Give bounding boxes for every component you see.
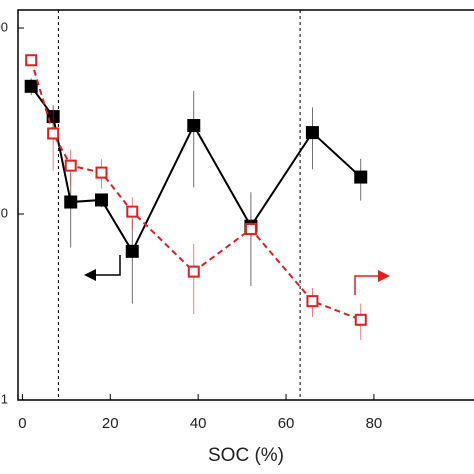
x-axis-label: SOC (%) <box>208 445 284 466</box>
marker <box>47 127 60 140</box>
left-arrow <box>92 255 121 276</box>
marker <box>354 313 367 326</box>
marker <box>305 126 319 140</box>
x-tick-label: 60 <box>278 415 295 432</box>
right-arrow-head <box>378 270 390 282</box>
marker <box>64 195 78 209</box>
marker <box>126 205 139 218</box>
y-tick-label: 10 <box>0 205 8 220</box>
y-tick-label: 100 <box>0 19 8 34</box>
marker <box>25 54 38 67</box>
marker <box>187 119 201 133</box>
marker <box>64 159 77 172</box>
x-tick-label: 80 <box>366 415 383 432</box>
x-tick-label: 40 <box>190 415 207 432</box>
marker <box>94 193 108 207</box>
marker <box>354 170 368 184</box>
marker <box>95 166 108 179</box>
marker <box>125 244 139 258</box>
marker <box>244 223 257 236</box>
marker <box>24 79 38 93</box>
marker <box>306 295 319 308</box>
marker <box>187 265 200 278</box>
left-arrow-head <box>84 269 96 281</box>
series-line <box>30 59 362 321</box>
y-tick-label: 1 <box>1 391 8 406</box>
right-arrow <box>354 275 380 295</box>
plot-frame <box>17 9 474 401</box>
x-tick-label: 20 <box>102 415 119 432</box>
x-tick-label: 0 <box>18 415 26 432</box>
